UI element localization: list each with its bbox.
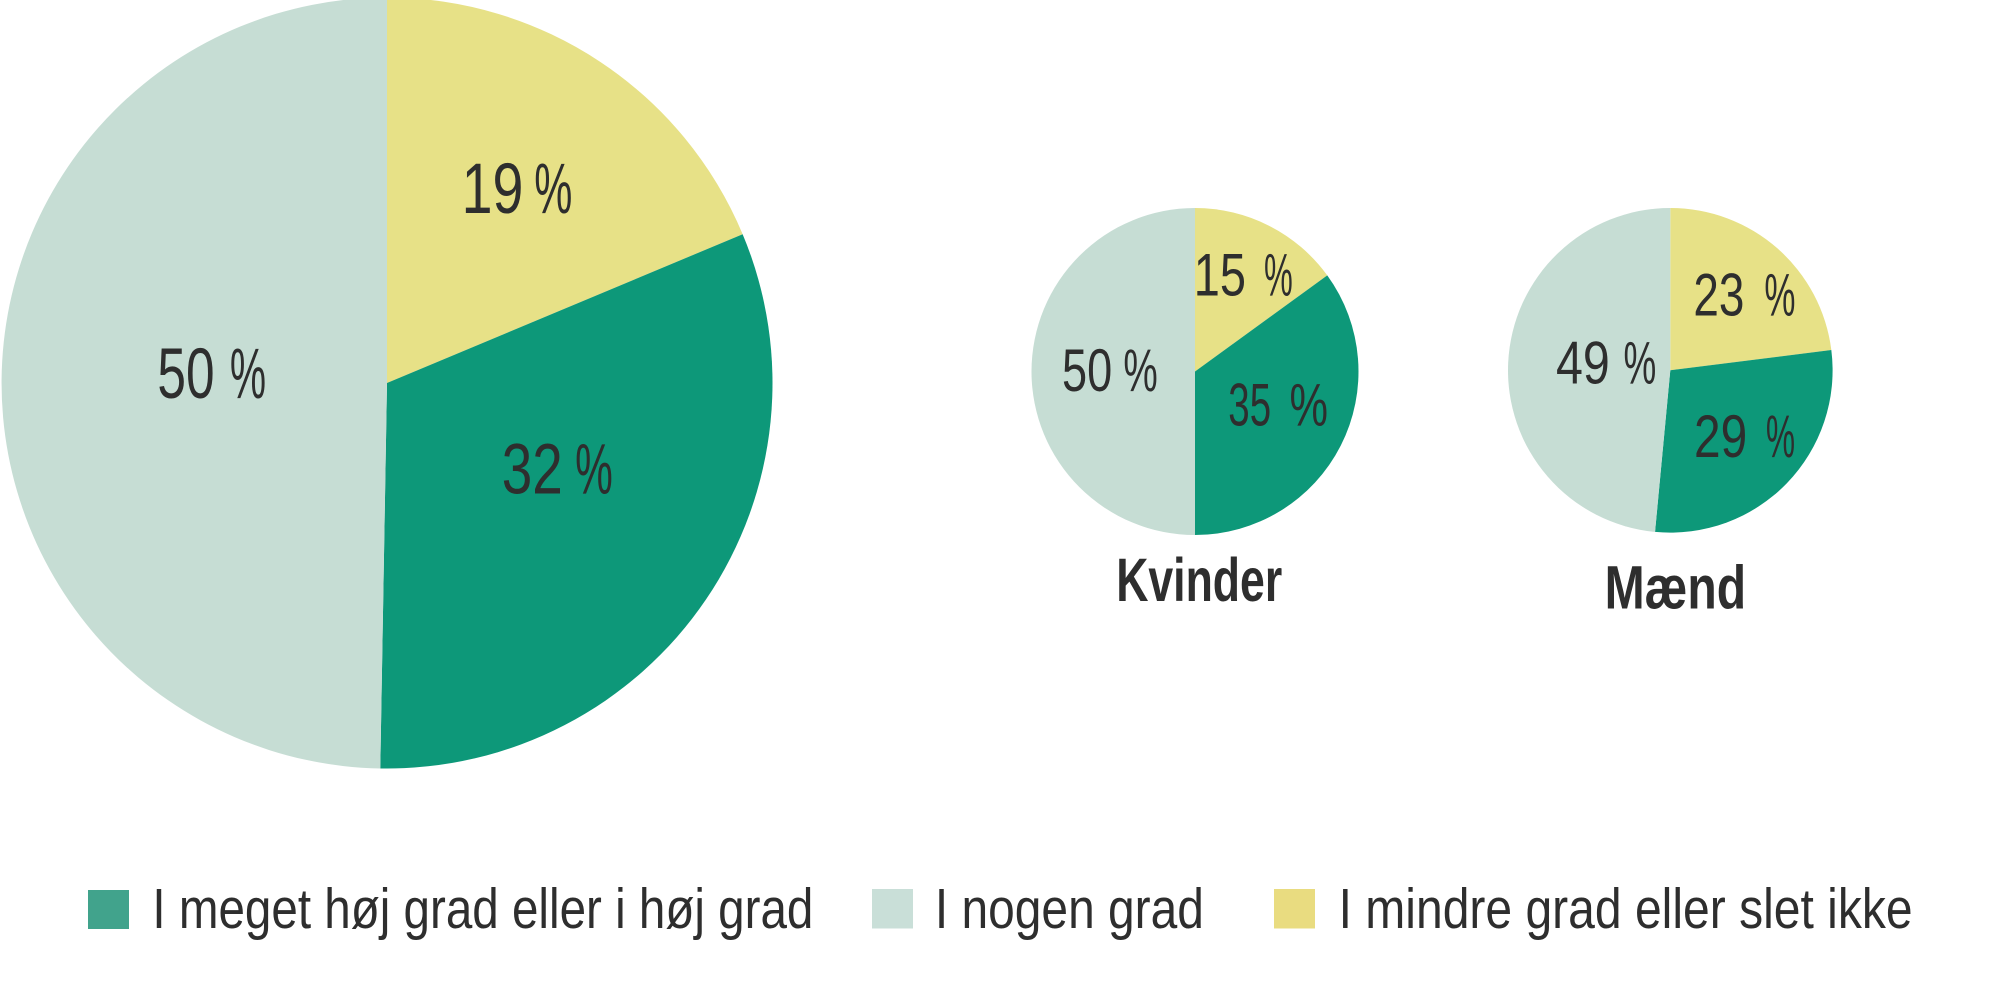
svg-text:%: % (1123, 337, 1157, 404)
svg-text:%: % (575, 431, 613, 510)
svg-text:%: % (1264, 241, 1293, 308)
svg-text:%: % (1764, 261, 1795, 328)
svg-text:23: 23 (1693, 261, 1744, 328)
svg-text:35: 35 (1228, 372, 1271, 439)
svg-text:%: % (1766, 403, 1795, 470)
svg-text:I meget høj grad eller i høj g: I meget høj grad eller i høj grad (152, 877, 813, 941)
svg-text:I mindre grad eller slet ikke: I mindre grad eller slet ikke (1339, 877, 1913, 941)
svg-text:50: 50 (1062, 337, 1112, 404)
svg-text:50: 50 (157, 335, 214, 414)
svg-text:19: 19 (462, 150, 524, 229)
svg-text:%: % (534, 150, 572, 229)
svg-text:%: % (230, 335, 266, 414)
svg-text:32: 32 (502, 431, 563, 510)
svg-text:Kvinder: Kvinder (1116, 546, 1282, 614)
svg-text:I nogen grad: I nogen grad (935, 877, 1204, 941)
svg-text:Mænd: Mænd (1605, 553, 1747, 621)
svg-text:%: % (1624, 329, 1657, 396)
svg-text:%: % (1290, 372, 1329, 439)
svg-text:29: 29 (1694, 403, 1747, 470)
svg-text:15: 15 (1194, 241, 1246, 308)
svg-text:49: 49 (1556, 329, 1610, 396)
